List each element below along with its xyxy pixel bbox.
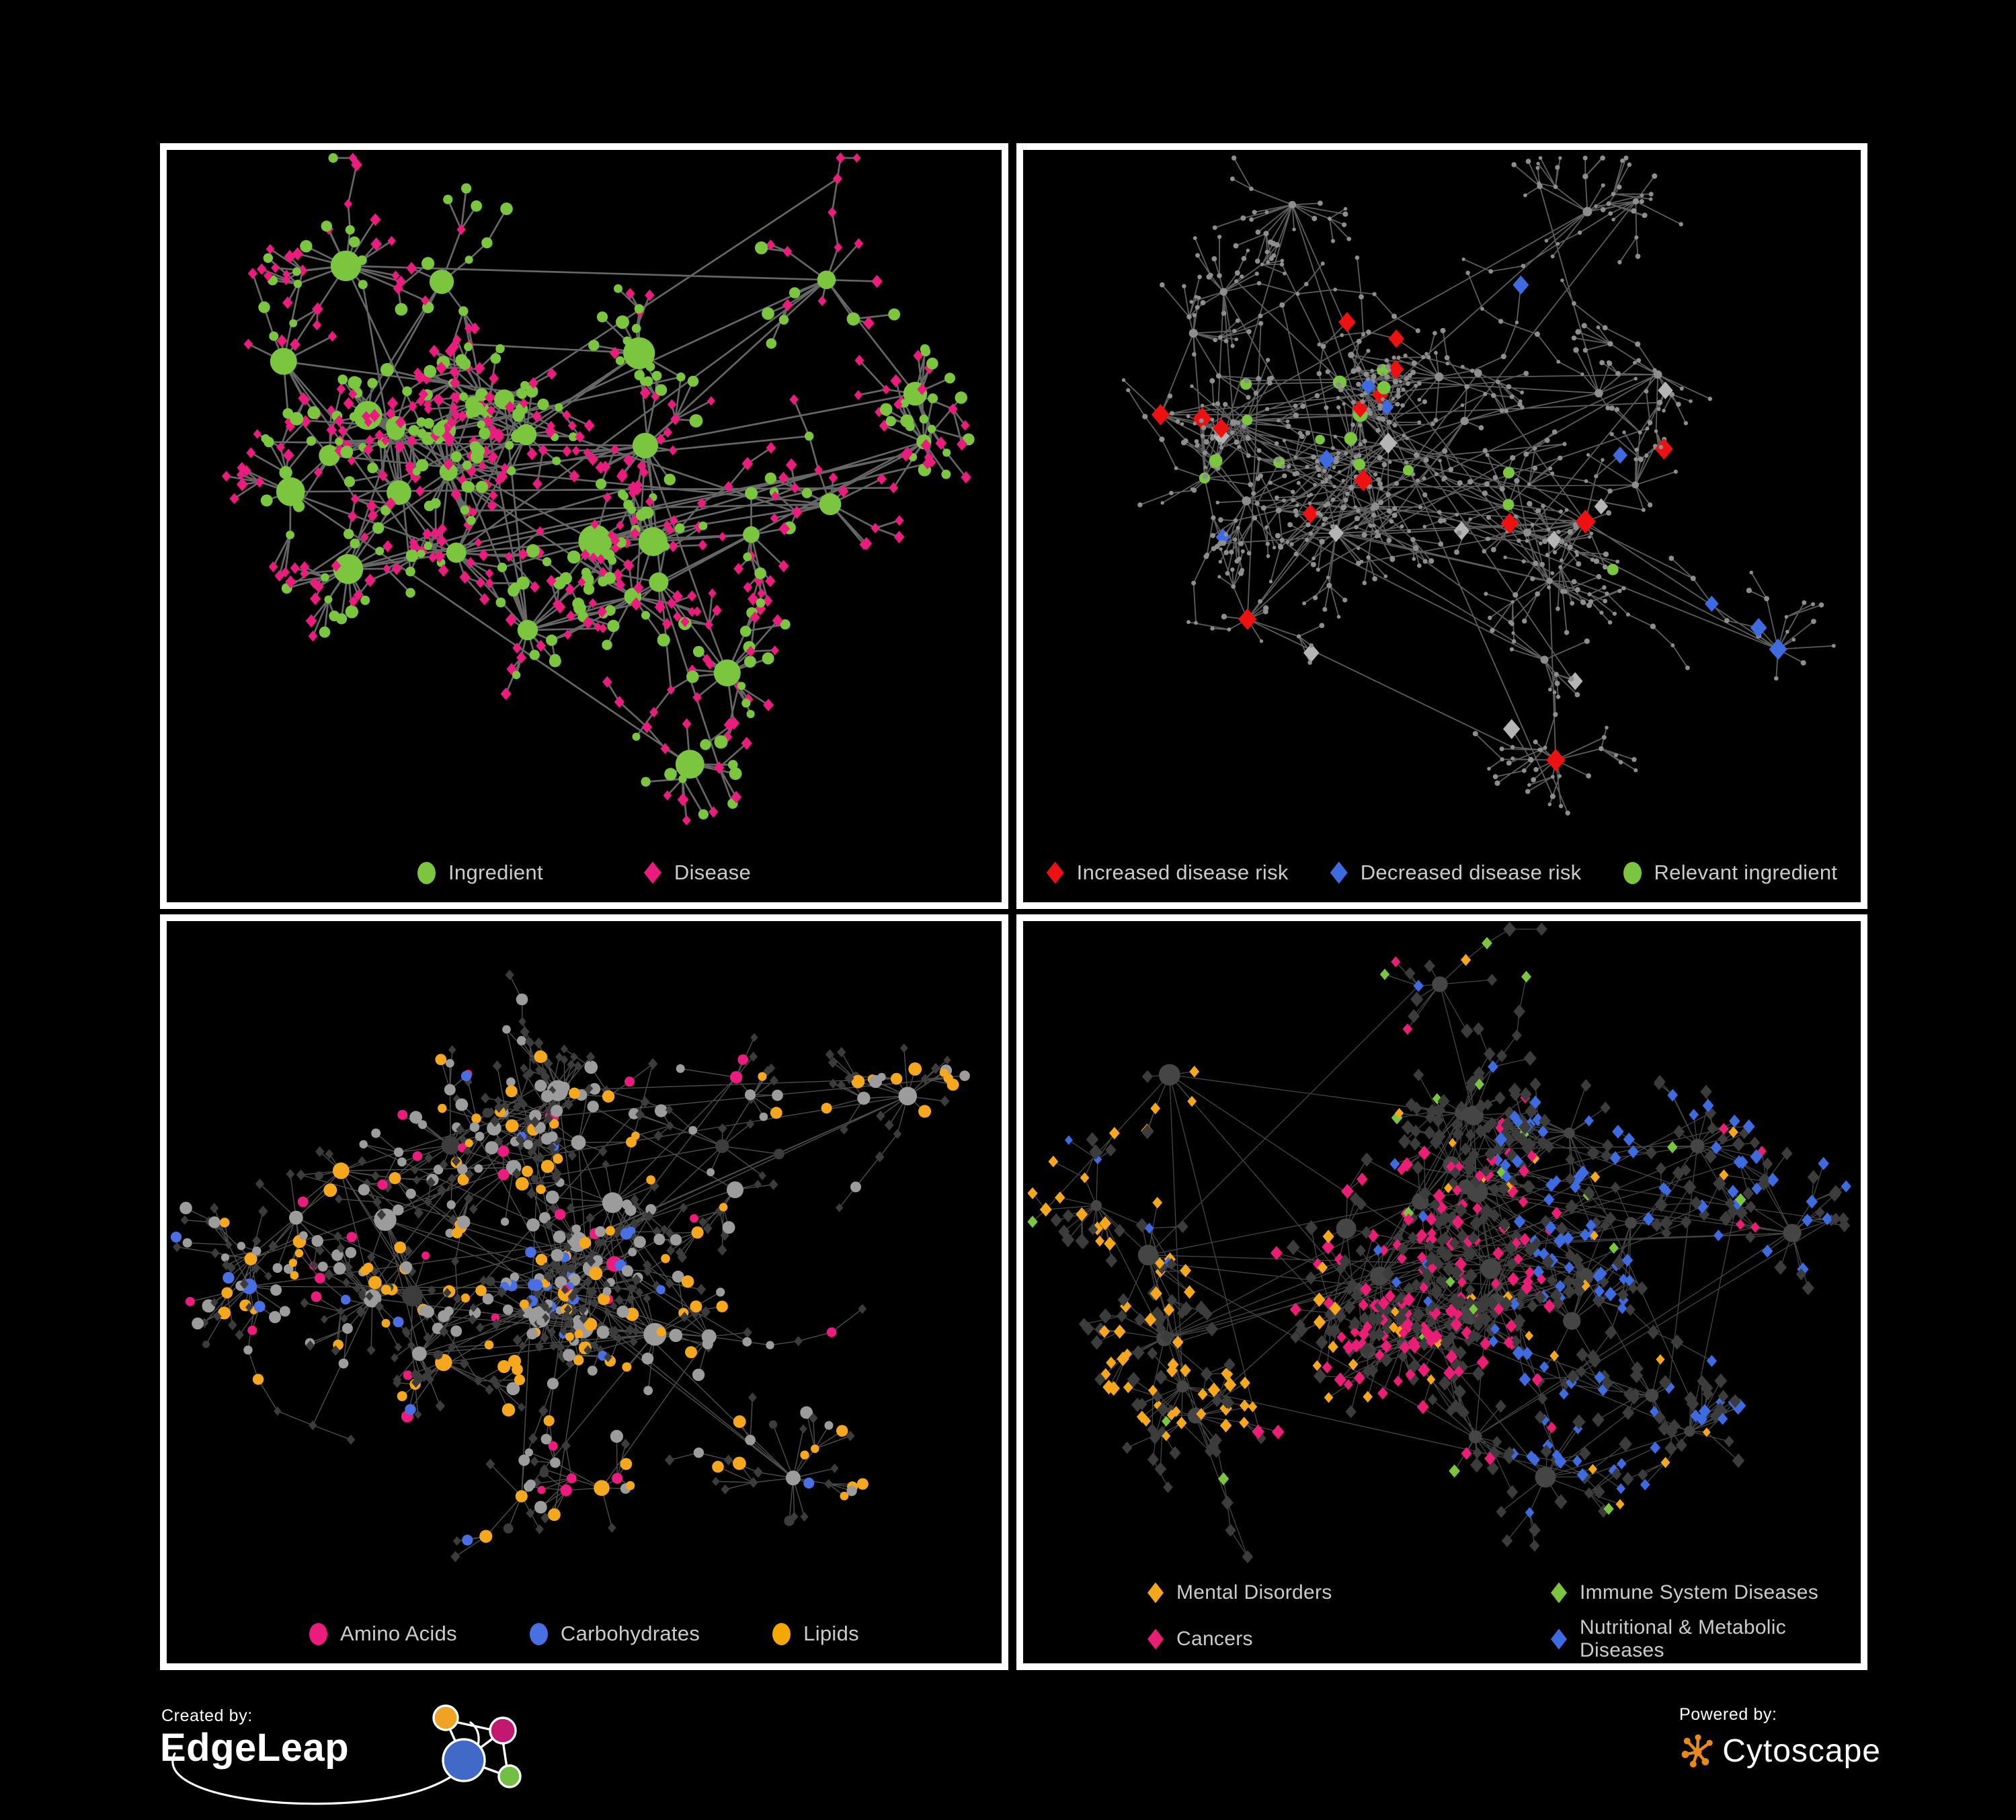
legend-swatch-diamond xyxy=(1147,1582,1164,1604)
legend-label: Amino Acids xyxy=(340,1622,457,1645)
legend-item: Lipids xyxy=(772,1622,859,1646)
edgeleap-wordmark: EdgeLeap xyxy=(160,1726,350,1770)
legend-swatch-circle xyxy=(529,1622,548,1645)
legend-label: Carbohydrates xyxy=(560,1622,700,1645)
panel-disease-categories: Mental Disorders Cancers Immune System Dis… xyxy=(1016,914,1867,1670)
created-by-label: Created by: xyxy=(161,1706,253,1725)
legend-swatch-diamond xyxy=(1147,1628,1164,1650)
legend-label: Decreased disease risk xyxy=(1360,861,1582,884)
legend-ingredient-disease: Ingredient Disease xyxy=(167,843,1002,902)
legend-item: Nutritional & Metabolic Diseases xyxy=(1551,1616,1861,1662)
legend-item: Mental Disorders xyxy=(1147,1581,1551,1604)
cytoscape-wordmark: Cytoscape xyxy=(1722,1733,1881,1769)
powered-by-label: Powered by: xyxy=(1679,1705,1777,1724)
legend-label: Lipids xyxy=(803,1622,859,1645)
legend-swatch-circle xyxy=(772,1622,791,1645)
legend-label: Increased disease risk xyxy=(1076,861,1289,884)
legend-swatch-circle xyxy=(1623,861,1642,884)
legend-item: Amino Acids xyxy=(309,1622,457,1646)
legend-label: Ingredient xyxy=(448,861,543,884)
legend-disease-categories: Mental Disorders Cancers Immune System Dis… xyxy=(1023,1580,1861,1663)
legend-item: Carbohydrates xyxy=(529,1622,700,1646)
powered-by-block: Powered by: Cytoscape xyxy=(1679,1705,1881,1786)
panel-nutrient-classes: Amino Acids Carbohydrates Lipids xyxy=(160,914,1008,1670)
legend-label: Cancers xyxy=(1176,1628,1253,1650)
edgeleap-logo-icon xyxy=(171,1704,522,1805)
legend-disease-risk: Increased disease risk Decreased disease … xyxy=(1023,843,1861,902)
legend-swatch-diamond xyxy=(1551,1582,1567,1604)
legend-swatch-diamond xyxy=(1330,861,1348,884)
network-graph-disease-categories xyxy=(1027,921,1851,1564)
legend-item: Relevant ingredient xyxy=(1623,861,1838,885)
legend-swatch-diamond xyxy=(643,861,661,884)
legend-swatch-diamond xyxy=(1046,861,1064,884)
legend-item: Decreased disease risk xyxy=(1330,861,1582,885)
legend-item: Immune System Diseases xyxy=(1551,1581,1861,1604)
legend-label: Nutritional & Metabolic Diseases xyxy=(1580,1616,1787,1661)
legend-item: Disease xyxy=(643,861,751,885)
legend-label: Mental Disorders xyxy=(1176,1581,1332,1604)
panel-ingredient-disease: Ingredient Disease xyxy=(160,143,1008,909)
legend-label: Immune System Diseases xyxy=(1580,1581,1819,1604)
network-graph-disease-risk xyxy=(1121,155,1836,816)
legend-swatch-circle xyxy=(309,1622,328,1645)
legend-swatch-circle xyxy=(417,861,436,884)
legend-item: Increased disease risk xyxy=(1046,861,1289,885)
legend-nutrient-classes: Amino Acids Carbohydrates Lipids xyxy=(167,1604,1002,1663)
legend-item: Cancers xyxy=(1147,1628,1551,1651)
network-graph-ingredient-disease xyxy=(221,152,975,826)
legend-swatch-diamond xyxy=(1551,1628,1567,1650)
legend-item: Ingredient xyxy=(417,861,543,885)
cytoscape-logo-icon xyxy=(1681,1734,1713,1768)
panel-disease-risk: Increased disease risk Decreased disease … xyxy=(1016,143,1867,909)
network-graph-nutrient-classes xyxy=(170,970,970,1562)
legend-label: Relevant ingredient xyxy=(1654,861,1838,884)
legend-label: Disease xyxy=(674,861,751,884)
created-by-block: Created by: EdgeLeap xyxy=(160,1696,550,1813)
